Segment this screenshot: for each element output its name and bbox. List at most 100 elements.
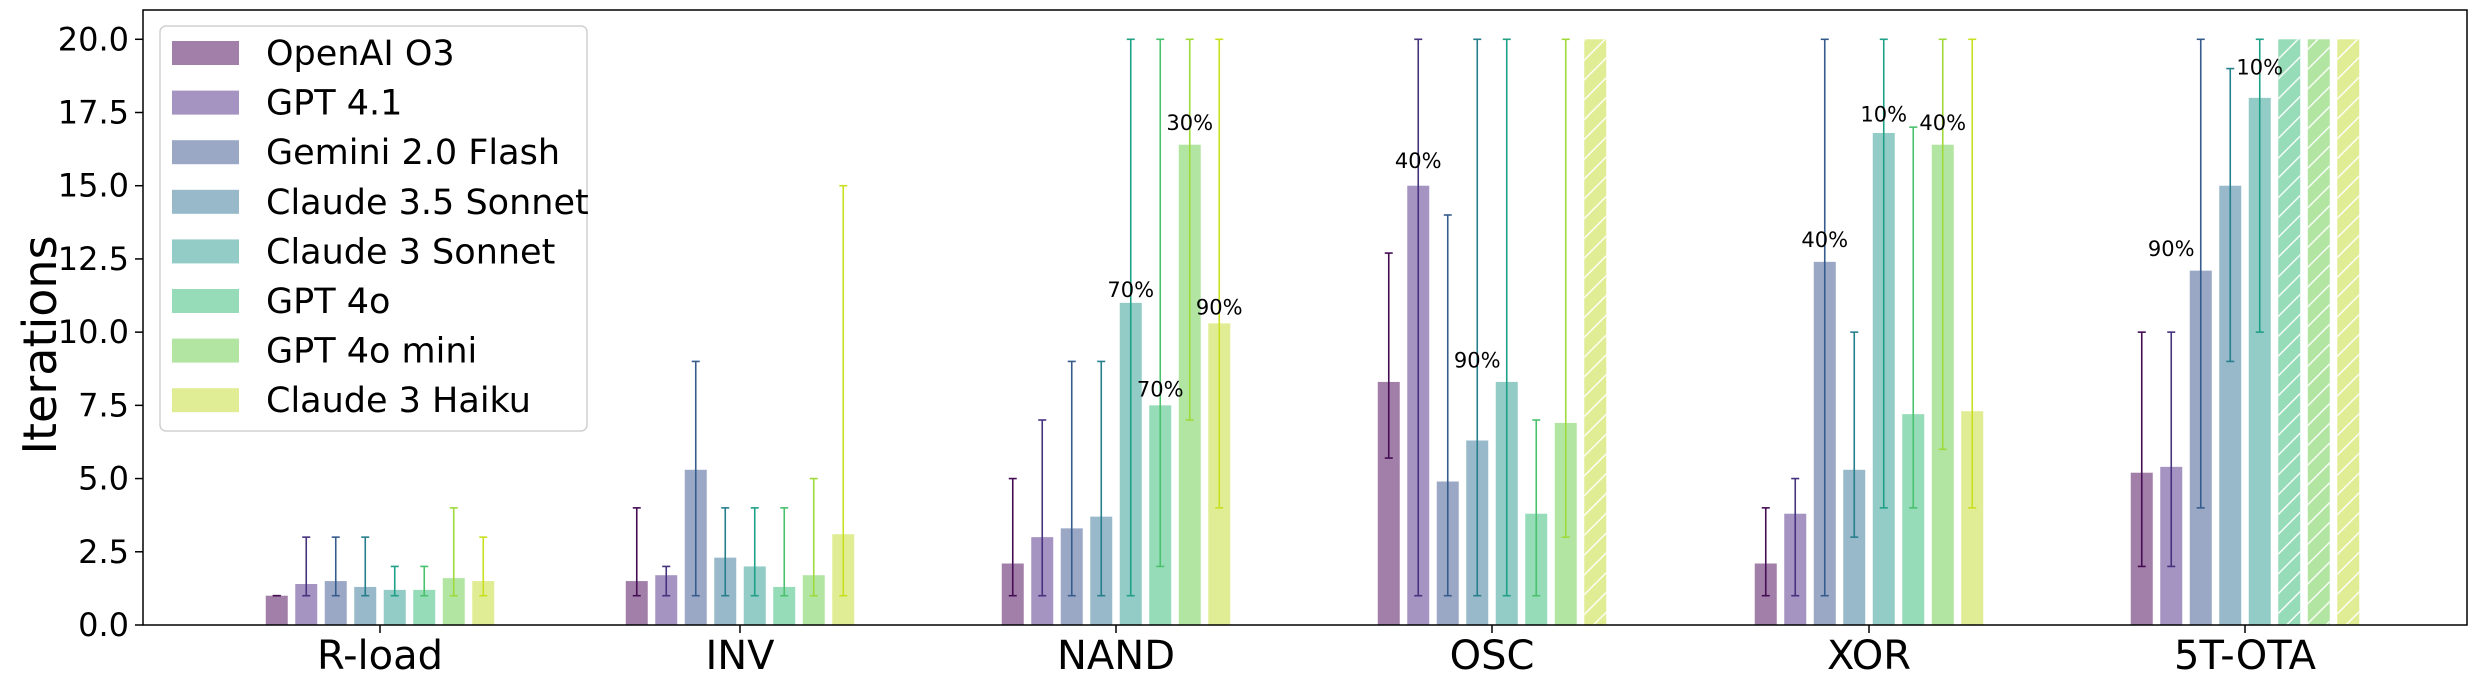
error-bar-inv-series-5 <box>780 507 789 597</box>
y-tick-label: 5.0 <box>78 460 129 498</box>
bar-r-load-series-5 <box>413 589 436 625</box>
x-tick-label: XOR <box>1827 633 1911 679</box>
plot-frame <box>142 9 2468 626</box>
success-rate-label: 30% <box>1166 111 1213 135</box>
bar-xor-series-7 <box>1961 411 1984 625</box>
bar-hatch-5t-ota-series-6 <box>2307 39 2330 626</box>
legend-entry-label: Claude 3 Sonnet <box>266 232 555 272</box>
legend-swatch <box>172 388 239 413</box>
legend-swatch <box>172 140 239 165</box>
y-tick-label: 2.5 <box>78 533 129 571</box>
error-bar-r-load-series-7 <box>479 536 488 597</box>
bars-layer <box>265 38 2360 626</box>
error-bar-xor-series-3 <box>1850 331 1859 538</box>
bar-hatch-5t-ota-series-5 <box>2278 39 2301 626</box>
error-bar-5t-ota-series-3 <box>2226 67 2235 363</box>
legend-swatch <box>172 189 239 214</box>
x-tick-label: R-load <box>317 633 443 679</box>
bar-r-load-series-7 <box>472 581 495 625</box>
error-bar-inv-series-7 <box>839 184 848 597</box>
legend-entry-label: Claude 3.5 Sonnet <box>266 183 589 223</box>
error-bar-inv-series-4 <box>750 507 759 597</box>
success-rate-label: 90% <box>1454 348 1501 372</box>
bar-r-load-series-4 <box>383 589 406 625</box>
error-bar-r-load-series-1 <box>302 536 311 597</box>
error-bar-r-load-series-5 <box>420 565 429 597</box>
success-rate-label: 40% <box>1395 149 1442 173</box>
y-tick-label: 20.0 <box>58 20 129 58</box>
error-bar-inv-series-3 <box>721 507 730 597</box>
x-tick-label: NAND <box>1057 633 1175 679</box>
y-tick-label: 7.5 <box>78 386 129 424</box>
bar-r-load-series-3 <box>354 586 377 625</box>
y-tick-label: 0.0 <box>78 606 129 644</box>
legend-entry-label: OpenAI O3 <box>266 34 455 74</box>
legend-swatch <box>172 90 239 115</box>
y-axis-label: Iterations <box>13 235 67 454</box>
error-bar-nand-series-7 <box>1215 38 1224 509</box>
error-bar-inv-series-0 <box>632 507 641 597</box>
success-rate-label: 70% <box>1137 378 1184 402</box>
error-bar-xor-series-6 <box>1938 38 1947 451</box>
success-rate-label: 10% <box>2236 55 2283 79</box>
x-tick-label: INV <box>705 633 775 679</box>
error-bar-osc-series-0 <box>1384 252 1393 459</box>
bar-xor-series-5 <box>1902 414 1925 625</box>
error-bar-inv-series-6 <box>809 477 818 597</box>
legend-swatch <box>172 41 239 65</box>
error-bar-nand-series-4 <box>1126 38 1135 597</box>
bar-hatch-osc-series-7 <box>1584 39 1607 626</box>
error-bar-xor-series-1 <box>1791 477 1800 597</box>
legend-swatch <box>172 289 239 313</box>
bar-r-load-series-6 <box>442 578 465 625</box>
error-bar-osc-series-3 <box>1473 38 1482 597</box>
error-bar-osc-series-5 <box>1532 419 1541 597</box>
success-rate-label: 10% <box>1860 102 1907 126</box>
y-tick-label: 10.0 <box>58 313 129 351</box>
error-bar-osc-series-1 <box>1414 38 1423 597</box>
error-bar-osc-series-2 <box>1443 214 1452 597</box>
error-bar-nand-series-5 <box>1156 38 1165 568</box>
y-tick-label: 15.0 <box>58 167 129 205</box>
bar-inv-series-0 <box>625 581 648 625</box>
legend-swatch <box>172 239 239 264</box>
error-bar-nand-series-3 <box>1097 360 1106 597</box>
x-tick-label: OSC <box>1450 633 1535 679</box>
y-tick-label: 17.5 <box>58 94 129 132</box>
legend-box <box>159 25 588 432</box>
bar-inv-series-5 <box>773 586 796 625</box>
error-bar-xor-series-5 <box>1909 126 1918 509</box>
error-bar-r-load-series-6 <box>449 507 458 597</box>
error-bar-xor-series-7 <box>1968 38 1977 509</box>
bar-inv-series-6 <box>802 575 825 625</box>
success-rate-label: 90% <box>1196 296 1243 320</box>
annotations-layer: 70% 70% 30% 90% 40% 90% 40% 10% 40% 90% 10% <box>1107 55 2283 401</box>
error-bar-5t-ota-series-2 <box>2196 38 2205 509</box>
error-bar-osc-series-6 <box>1561 38 1570 538</box>
error-bar-osc-series-4 <box>1502 38 1511 597</box>
bar-5t-ota-series-3 <box>2219 185 2242 625</box>
axes: 0.0 2.5 5.0 7.5 10.0 12.5 15.0 17.5 20.0 R-load IN… <box>58 20 2317 679</box>
legend-entry-label: GPT 4o mini <box>266 332 477 372</box>
error-bar-nand-series-2 <box>1067 360 1076 597</box>
success-rate-label: 40% <box>1801 228 1848 252</box>
error-bar-xor-series-2 <box>1820 38 1829 597</box>
success-rate-label: 70% <box>1107 278 1154 302</box>
legend-entry-label: GPT 4o <box>266 282 390 322</box>
error-bar-xor-series-4 <box>1879 38 1888 509</box>
error-bar-r-load-series-3 <box>361 536 370 597</box>
bar-osc-series-0 <box>1377 381 1400 625</box>
error-bar-nand-series-6 <box>1185 38 1194 421</box>
legend-entry-label: Gemini 2.0 Flash <box>266 133 560 173</box>
error-bar-5t-ota-series-4 <box>2255 38 2264 333</box>
bar-r-load-series-0 <box>265 595 288 625</box>
error-bar-r-load-series-2 <box>331 536 340 597</box>
legend-entry-label: GPT 4.1 <box>266 84 402 124</box>
bar-inv-series-1 <box>655 575 678 625</box>
success-rate-label: 40% <box>1919 111 1966 135</box>
error-bar-inv-series-2 <box>691 360 700 597</box>
bar-r-load-series-1 <box>295 584 318 625</box>
error-bar-5t-ota-series-1 <box>2167 331 2176 568</box>
error-bar-5t-ota-series-0 <box>2137 331 2146 568</box>
